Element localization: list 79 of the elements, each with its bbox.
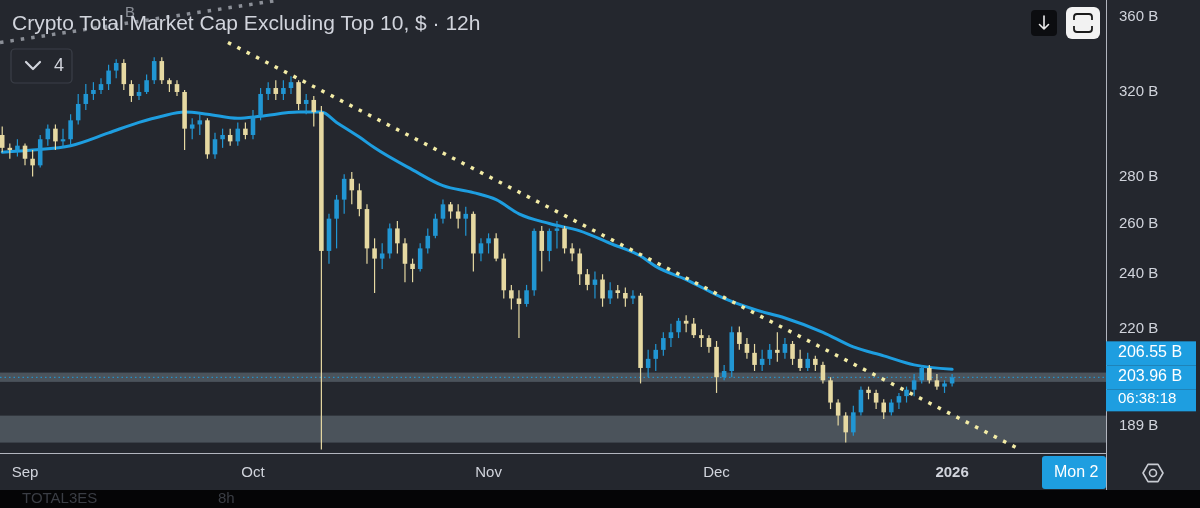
candlestick — [843, 411, 849, 444]
y-tick-label: 240 B — [1119, 264, 1159, 282]
x-tick-label: 2026 — [935, 462, 969, 480]
candlestick — [547, 227, 552, 262]
text: Mon 2 — [1054, 463, 1099, 481]
candlestick — [737, 325, 742, 351]
x-tick-label: Nov — [475, 462, 503, 480]
candlestick — [395, 220, 400, 255]
candlestick — [790, 340, 795, 366]
candlestick — [896, 392, 902, 410]
candlestick — [881, 398, 886, 420]
candlestick — [463, 206, 469, 237]
candlestick — [113, 58, 119, 79]
candlestick — [486, 232, 491, 255]
candlestick — [440, 199, 446, 225]
candlestick — [752, 343, 757, 372]
y-tick-label: 260 B — [1119, 213, 1159, 231]
x-tick-label: Oct — [241, 462, 266, 480]
y-tick-label: 320 B — [1119, 81, 1159, 99]
candlestick — [676, 317, 681, 339]
candlestick — [554, 220, 560, 249]
candlestick — [927, 364, 932, 385]
y-tick-label: 189 B — [1119, 415, 1159, 433]
candlestick — [53, 123, 58, 151]
candlestick — [934, 373, 940, 391]
candlestick — [433, 213, 438, 239]
candlestick — [220, 128, 225, 149]
candlestick — [805, 352, 811, 372]
candlestick — [425, 227, 431, 255]
candlestick — [296, 79, 301, 111]
candlestick — [775, 331, 780, 363]
candlestick — [144, 73, 149, 95]
candlestick — [189, 117, 195, 140]
candlestick — [683, 314, 689, 333]
candlestick — [851, 405, 856, 437]
candlestick — [106, 64, 111, 91]
text: 06:38:18 — [1118, 389, 1177, 407]
candlestick — [334, 194, 339, 249]
candlestick — [585, 268, 590, 291]
candlestick — [410, 258, 415, 283]
text: 8h — [218, 489, 235, 506]
y-tick-label: 360 B — [1119, 7, 1159, 25]
candlestick — [349, 171, 355, 205]
candlestick — [372, 237, 377, 294]
candlestick — [539, 225, 545, 273]
candlestick — [258, 87, 263, 121]
candlestick — [379, 242, 385, 270]
candlestick — [653, 343, 659, 372]
candlestick — [828, 376, 833, 410]
candlestick — [281, 79, 286, 101]
candlestick — [623, 286, 628, 308]
candlestick — [691, 317, 697, 339]
ref-line-label: 203.96 B — [1118, 367, 1183, 385]
y-tick-label: 220 B — [1119, 319, 1159, 337]
candlestick — [600, 273, 605, 308]
x-tick-label: Sep — [11, 462, 39, 480]
candlestick — [577, 247, 583, 286]
candlestick — [402, 237, 408, 283]
candlestick — [873, 389, 879, 410]
x-tick-label: Dec — [703, 462, 731, 480]
candlestick — [767, 343, 773, 366]
candlestick — [455, 203, 461, 230]
candlestick — [524, 284, 529, 308]
candlestick — [0, 125, 5, 153]
candlestick — [509, 284, 514, 311]
text: 206.55 B — [1118, 343, 1183, 361]
candlestick — [30, 149, 35, 178]
candlestick — [516, 289, 522, 339]
candlestick — [919, 364, 924, 385]
y-tick-label: 280 B — [1119, 166, 1159, 184]
text: TOTAL3ES — [22, 489, 98, 506]
candlestick — [68, 113, 73, 147]
annotation: 4 — [54, 54, 65, 75]
candlestick — [911, 373, 917, 397]
candlestick — [661, 331, 666, 357]
candlestick — [562, 225, 567, 255]
candlestick — [493, 232, 499, 262]
candlestick — [357, 182, 362, 217]
candlestick — [129, 79, 134, 103]
